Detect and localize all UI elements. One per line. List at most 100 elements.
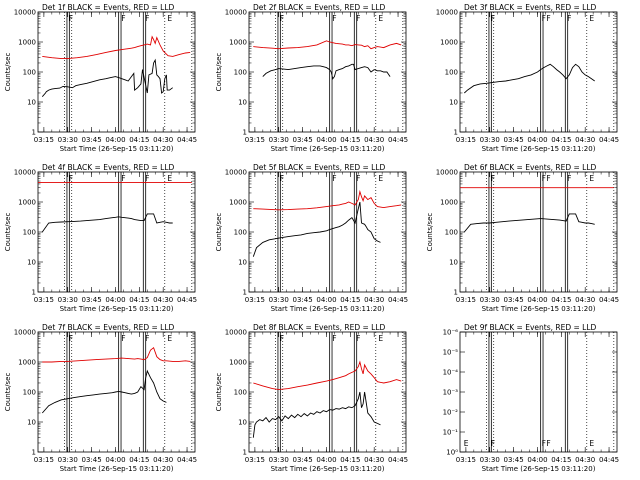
x-tick-label: 04:45 (599, 136, 619, 144)
y-tick-label: 10 (27, 99, 36, 107)
x-tick-label: 04:15 (340, 136, 360, 144)
y-tick-label: 10⁻⁵ (443, 349, 459, 357)
marker-letter: F (121, 174, 125, 183)
marker-letter: E (378, 334, 383, 343)
y-tick-label: 1000 (18, 359, 36, 367)
x-tick-label: 03:15 (245, 136, 265, 144)
x-tick-label: 04:00 (316, 296, 336, 304)
x-axis-label: Start Time (26-Sep-15 03:11:20) (271, 305, 385, 313)
marker-letter: F (491, 174, 495, 183)
panel-title: Det 6f BLACK = Events, RED = LLD (464, 163, 597, 172)
events-series-line (463, 213, 595, 233)
y-tick-label: 1 (243, 289, 247, 297)
y-tick-label: 100 (23, 69, 36, 77)
marker-letter: E (378, 174, 383, 183)
y-tick-label: 10000 (436, 169, 458, 177)
y-tick-label: 10 (449, 99, 458, 107)
y-tick-label: 1000 (229, 39, 247, 47)
x-tick-label: 04:00 (527, 456, 547, 464)
y-tick-label: 1 (243, 129, 247, 137)
panel-title: Det 5f BLACK = Events, RED = LLD (253, 163, 386, 172)
marker-letter: F (145, 174, 149, 183)
y-tick-label: 10000 (14, 329, 36, 337)
y-axis-label: Counts/sec (215, 213, 223, 252)
y-tick-label: 100 (23, 389, 36, 397)
marker-letter: F (280, 174, 284, 183)
y-tick-label: 10⁻¹ (443, 429, 459, 437)
lld-series-line (253, 360, 402, 391)
x-tick-label: 04:45 (177, 456, 197, 464)
panel-det-8f: Det 8f BLACK = Events, RED = LLD 1 10 100 10… (215, 323, 408, 473)
x-axis-label: Start Time (26-Sep-15 03:11:20) (271, 465, 385, 473)
x-tick-label: 04:30 (575, 296, 595, 304)
marker-letter: F (332, 14, 336, 23)
y-tick-label: 10⁰ (446, 449, 458, 457)
y-tick-label: 10000 (14, 169, 36, 177)
x-tick-label: 03:15 (34, 456, 54, 464)
x-tick-label: 03:45 (82, 136, 102, 144)
x-tick-label: 03:30 (58, 456, 78, 464)
y-tick-label: 1000 (440, 199, 458, 207)
y-tick-label: 100 (445, 229, 458, 237)
x-tick-label: 04:30 (575, 136, 595, 144)
y-tick-label: 10⁻⁴ (443, 369, 459, 377)
x-axis-label: Start Time (26-Sep-15 03:11:20) (60, 305, 174, 313)
x-tick-label: 03:15 (34, 296, 54, 304)
panel-det-5f: Det 5f BLACK = Events, RED = LLD 1 10 100 10… (215, 163, 408, 313)
x-tick-label: 04:15 (340, 296, 360, 304)
x-tick-label: 04:15 (551, 136, 571, 144)
x-axis-label: Start Time (26-Sep-15 03:11:20) (271, 145, 385, 153)
panel-det-3f: Det 3f BLACK = Events, RED = LLD 1 10 100 10… (436, 3, 619, 153)
marker-letter: F (69, 174, 73, 183)
y-tick-label: 10000 (14, 9, 36, 17)
x-tick-label: 03:15 (245, 296, 265, 304)
plot-frame (37, 11, 196, 133)
x-tick-label: 04:45 (388, 296, 408, 304)
x-tick-label: 04:30 (575, 456, 595, 464)
x-tick-label: 04:15 (551, 456, 571, 464)
marker-letter: F (145, 334, 149, 343)
marker-letter: F (332, 174, 336, 183)
marker-letter: E (589, 14, 594, 23)
y-tick-label: 1000 (18, 39, 36, 47)
x-axis-label: Start Time (26-Sep-15 03:11:20) (60, 145, 174, 153)
marker-letter: F (542, 174, 546, 183)
plot-frame (459, 331, 618, 453)
panel-det-9f: Det 9f BLACK = Events, RED = LLD 10⁰ 10⁻¹ 1… (443, 323, 620, 473)
marker-letter: F (546, 174, 550, 183)
events-series-line (463, 63, 595, 94)
plot-frame (459, 11, 618, 133)
x-tick-label: 04:45 (388, 136, 408, 144)
marker-letter: E (167, 14, 172, 23)
events-series-line (252, 391, 381, 438)
lld-series-line (253, 189, 402, 211)
x-tick-label: 04:00 (105, 456, 125, 464)
x-tick-label: 04:45 (177, 136, 197, 144)
plot-frame (248, 331, 407, 453)
x-tick-label: 03:45 (504, 456, 524, 464)
marker-letter: F (546, 14, 550, 23)
marker-letter: E (464, 439, 469, 448)
plot-frame (459, 171, 618, 293)
y-axis-label: Counts/sec (215, 53, 223, 92)
marker-letter: F (145, 14, 149, 23)
marker-letter: F (280, 334, 284, 343)
y-tick-label: 10000 (225, 329, 247, 337)
x-tick-label: 03:30 (480, 296, 500, 304)
x-tick-label: 03:45 (293, 296, 313, 304)
x-tick-label: 03:30 (269, 456, 289, 464)
x-tick-label: 03:15 (456, 456, 476, 464)
x-tick-label: 04:00 (105, 296, 125, 304)
marker-letter: F (567, 174, 571, 183)
x-axis-label: Start Time (26-Sep-15 03:11:20) (482, 305, 596, 313)
y-tick-label: 10000 (436, 9, 458, 17)
y-tick-label: 10 (238, 99, 247, 107)
plot-frame (37, 171, 196, 293)
y-tick-label: 1000 (229, 199, 247, 207)
marker-letter: F (356, 334, 360, 343)
y-tick-label: 10 (238, 259, 247, 267)
panel-det-7f: Det 7f BLACK = Events, RED = LLD 1 10 100 10… (4, 323, 197, 473)
x-tick-label: 04:30 (364, 296, 384, 304)
x-tick-label: 03:30 (269, 136, 289, 144)
x-tick-label: 03:30 (480, 136, 500, 144)
